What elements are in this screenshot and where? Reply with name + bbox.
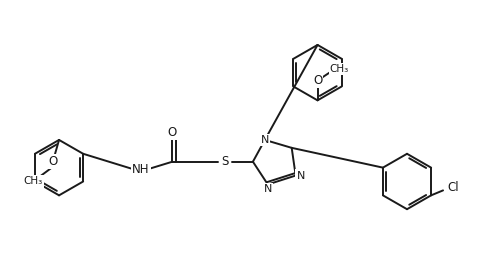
Text: N: N	[296, 171, 305, 181]
Text: Cl: Cl	[447, 181, 459, 194]
Text: O: O	[168, 126, 177, 139]
Text: O: O	[48, 155, 58, 168]
Text: CH₃: CH₃	[330, 64, 349, 74]
Text: N: N	[261, 135, 269, 145]
Text: S: S	[221, 155, 229, 168]
Text: N: N	[264, 184, 272, 194]
Text: O: O	[313, 74, 322, 87]
Text: NH: NH	[132, 163, 149, 176]
Text: CH₃: CH₃	[23, 176, 43, 186]
